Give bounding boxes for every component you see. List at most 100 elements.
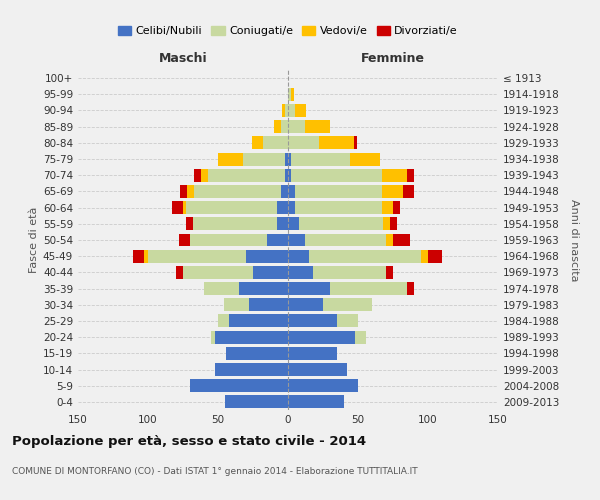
Bar (288, 298, 323, 311)
Bar (350, 152, 380, 166)
Bar (305, 234, 386, 246)
Bar (218, 152, 243, 166)
Bar (288, 234, 305, 246)
Bar (201, 169, 208, 181)
Bar (288, 218, 299, 230)
Bar (383, 218, 390, 230)
Bar (226, 347, 288, 360)
Bar (382, 185, 403, 198)
Bar (288, 88, 291, 101)
Text: COMUNE DI MONTORFANO (CO) - Dati ISTAT 1° gennaio 2014 - Elaborazione TUTTITALIA: COMUNE DI MONTORFANO (CO) - Dati ISTAT 1… (12, 468, 418, 476)
Bar (281, 185, 288, 198)
Bar (305, 120, 330, 133)
Bar (215, 363, 288, 376)
Bar (288, 266, 313, 279)
Bar (299, 218, 383, 230)
Text: Femmine: Femmine (361, 52, 425, 65)
Bar (393, 201, 400, 214)
Bar (180, 185, 187, 198)
Bar (249, 298, 288, 311)
Bar (291, 152, 350, 166)
Legend: Celibi/Nubili, Coniugati/e, Vedovi/e, Divorziati/e: Celibi/Nubili, Coniugati/e, Vedovi/e, Di… (113, 21, 463, 40)
Bar (204, 282, 239, 295)
Bar (277, 218, 288, 230)
Bar (319, 136, 354, 149)
Bar (277, 201, 288, 214)
Bar (288, 396, 344, 408)
Bar (288, 314, 337, 328)
Bar (183, 201, 186, 214)
Bar (295, 104, 306, 117)
Bar (382, 169, 407, 181)
Bar (323, 298, 372, 311)
Y-axis label: Fasce di età: Fasce di età (29, 207, 39, 273)
Bar (186, 201, 277, 214)
Bar (288, 120, 305, 133)
Text: Maschi: Maschi (158, 52, 208, 65)
Bar (190, 234, 267, 246)
Bar (407, 169, 414, 181)
Bar (194, 185, 281, 198)
Bar (386, 266, 393, 279)
Bar (288, 363, 347, 376)
Bar (288, 330, 355, 344)
Bar (288, 250, 309, 262)
Bar (172, 201, 183, 214)
Bar (190, 379, 288, 392)
Bar (355, 330, 367, 344)
Bar (218, 314, 229, 328)
Bar (176, 266, 183, 279)
Bar (183, 266, 253, 279)
Bar (179, 234, 190, 246)
Bar (309, 250, 421, 262)
Bar (291, 88, 293, 101)
Bar (283, 104, 285, 117)
Bar (288, 201, 295, 214)
Bar (144, 250, 148, 262)
Bar (285, 169, 288, 181)
Bar (187, 185, 194, 198)
Bar (295, 185, 382, 198)
Bar (225, 396, 288, 408)
Bar (337, 314, 358, 328)
Bar (386, 234, 393, 246)
Bar (390, 218, 397, 230)
Bar (393, 234, 410, 246)
Bar (288, 152, 291, 166)
Bar (208, 169, 285, 181)
Bar (354, 136, 356, 149)
Bar (267, 234, 288, 246)
Y-axis label: Anni di nascita: Anni di nascita (569, 198, 579, 281)
Bar (288, 379, 358, 392)
Bar (251, 136, 263, 149)
Bar (224, 298, 249, 311)
Bar (428, 250, 442, 262)
Bar (194, 169, 201, 181)
Bar (215, 330, 288, 344)
Bar (288, 185, 295, 198)
Bar (243, 152, 285, 166)
Bar (186, 218, 193, 230)
Bar (263, 136, 288, 149)
Bar (288, 282, 330, 295)
Bar (281, 120, 288, 133)
Bar (274, 120, 281, 133)
Bar (211, 330, 215, 344)
Bar (133, 250, 144, 262)
Bar (193, 218, 277, 230)
Text: Popolazione per età, sesso e stato civile - 2014: Popolazione per età, sesso e stato civil… (12, 435, 366, 448)
Bar (288, 104, 295, 117)
Bar (288, 136, 319, 149)
Bar (288, 347, 337, 360)
Bar (407, 282, 414, 295)
Bar (285, 104, 288, 117)
Bar (285, 152, 288, 166)
Bar (253, 266, 288, 279)
Bar (229, 314, 288, 328)
Bar (291, 169, 382, 181)
Bar (330, 282, 407, 295)
Bar (246, 250, 288, 262)
Bar (239, 282, 288, 295)
Bar (382, 201, 393, 214)
Bar (313, 266, 386, 279)
